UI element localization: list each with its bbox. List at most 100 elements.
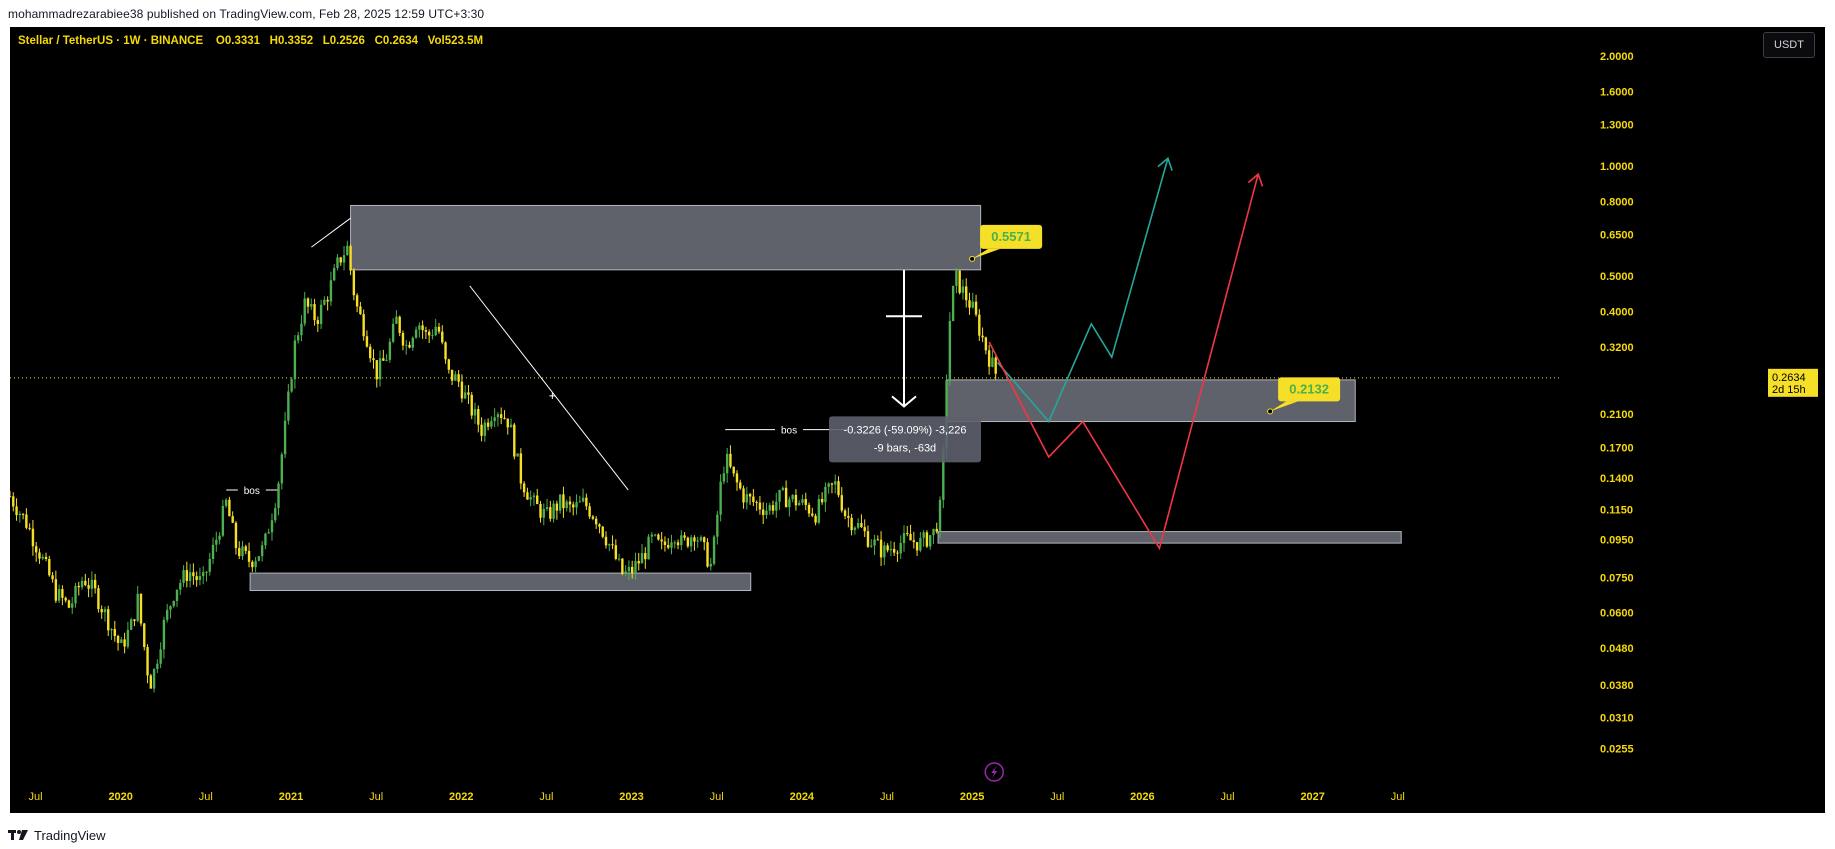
candle-body <box>470 394 473 416</box>
candle-body <box>961 286 965 293</box>
y-tick-label: 0.1400 <box>1600 473 1634 485</box>
y-tick-label: 0.6500 <box>1600 229 1634 241</box>
candle-body <box>107 609 110 631</box>
candle-body <box>732 466 735 474</box>
candle-body <box>149 675 153 689</box>
candle-body <box>270 520 274 533</box>
symbol-legend[interactable]: Stellar / TetherUS · 1W · BINANCE O0.333… <box>18 35 484 47</box>
candle-body <box>287 391 290 421</box>
candle-body <box>637 561 640 564</box>
candle-body <box>162 619 166 650</box>
candle-body <box>644 553 647 560</box>
candle-body <box>968 300 971 308</box>
candle-body <box>375 360 378 380</box>
candle-body <box>310 304 313 307</box>
candle-body <box>77 585 80 588</box>
candle-body <box>362 314 365 337</box>
candle-body <box>434 326 437 336</box>
x-tick-label: 2021 <box>279 791 303 803</box>
candle-body <box>814 515 817 523</box>
measure-change-text: -0.3226 (-59.09%) -3,226 <box>844 424 967 436</box>
candle-body <box>251 561 254 568</box>
candle-body <box>116 635 120 643</box>
candle-body <box>778 489 781 502</box>
candle-body <box>955 270 958 286</box>
candle-body <box>359 306 362 315</box>
candle-body <box>919 537 922 551</box>
measure-arrowhead-icon <box>891 395 917 408</box>
candle-body <box>408 344 411 348</box>
ohlc-close: C0.2634 <box>374 35 419 47</box>
candle-body <box>93 579 97 589</box>
candle-body <box>211 544 215 560</box>
candle-body <box>450 369 454 381</box>
candle-body <box>486 422 490 427</box>
candle-body <box>932 528 935 536</box>
candle-body <box>909 534 912 541</box>
lightning-icon[interactable] <box>984 762 1005 782</box>
candle-body <box>686 537 690 547</box>
candle-body <box>765 510 768 515</box>
volume-value: Vol523.5M <box>427 35 484 47</box>
price-callout-anchor <box>1267 408 1274 415</box>
chart-area[interactable]: bos bos -0.3226 (-59.09%) -3,226 -9 bars, -… <box>10 27 1825 813</box>
candle-body <box>899 543 902 554</box>
price-callout-label: 0.2132 <box>1289 381 1329 396</box>
candle-body <box>696 540 699 542</box>
candle-body <box>703 537 706 543</box>
candle-body <box>925 532 929 547</box>
candle-body <box>775 501 778 511</box>
candle-body <box>725 453 729 474</box>
supply-demand-zone[interactable] <box>350 204 982 271</box>
candle-body <box>493 417 496 422</box>
candle-body <box>332 268 336 281</box>
candle-body <box>395 316 398 324</box>
candle-body <box>617 558 621 560</box>
red-projection-path[interactable] <box>988 173 1259 551</box>
price-callout-anchor <box>969 255 976 262</box>
price-callout-box[interactable] <box>1278 377 1341 402</box>
candle-body <box>123 639 126 647</box>
candle-body <box>519 453 523 484</box>
candle-body <box>624 571 627 575</box>
candle-body <box>545 507 549 509</box>
current-price-tag[interactable] <box>1768 368 1818 397</box>
candle-body <box>247 550 251 562</box>
candle-body <box>922 532 925 538</box>
candle-body <box>71 603 74 608</box>
currency-button[interactable]: USDT <box>1763 32 1815 58</box>
candle-body <box>391 323 395 342</box>
candle-body <box>280 454 284 484</box>
supply-demand-zone[interactable] <box>937 531 1402 544</box>
candle-body <box>267 532 270 534</box>
candle-body <box>80 580 84 588</box>
supply-demand-zone[interactable] <box>249 572 752 592</box>
candle-body <box>382 358 385 361</box>
price-chart-svg[interactable]: bos bos -0.3226 (-59.09%) -3,226 -9 bars, -… <box>10 27 1825 813</box>
candle-body <box>293 340 297 380</box>
candle-body <box>866 531 870 547</box>
trendline[interactable] <box>311 217 351 248</box>
candle-body <box>860 523 863 528</box>
candle-body <box>598 524 601 527</box>
candle-body <box>588 506 591 517</box>
candle-body <box>634 561 637 573</box>
candle-body <box>630 566 634 573</box>
candle-body <box>44 556 48 560</box>
current-price-value: 0.2634 <box>1772 372 1806 384</box>
trendline[interactable] <box>469 285 629 491</box>
candle-body <box>794 495 798 506</box>
candle-body <box>987 350 991 367</box>
green-projection-path[interactable] <box>997 158 1169 424</box>
candle-body <box>676 542 680 546</box>
candle-body <box>414 329 418 338</box>
candle-body <box>467 392 470 395</box>
candle-body <box>326 299 329 302</box>
price-callout-box[interactable] <box>980 224 1043 249</box>
y-tick-label: 0.0950 <box>1600 535 1634 547</box>
candle-body <box>306 298 310 307</box>
candle-body <box>889 548 893 551</box>
candle-body <box>879 539 883 558</box>
candle-body <box>215 539 218 545</box>
candle-body <box>480 424 483 436</box>
